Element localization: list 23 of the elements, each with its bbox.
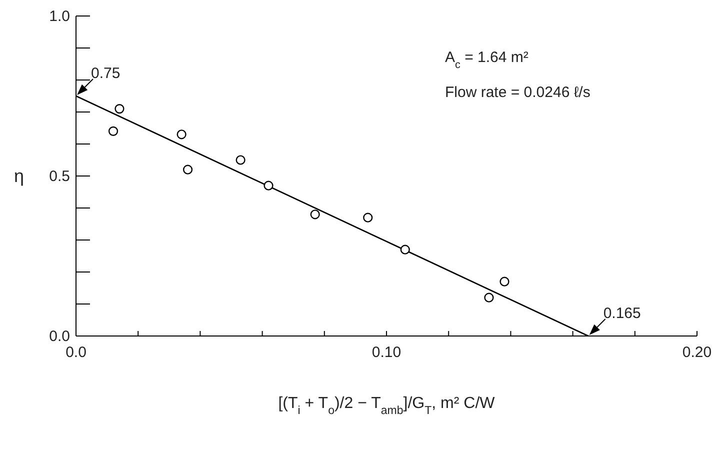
point bbox=[484, 292, 494, 302]
y-axis-title: η bbox=[14, 166, 24, 186]
annotation: Flow rate = 0.0246 ℓ/s bbox=[445, 84, 590, 101]
point bbox=[264, 180, 274, 190]
y-tick-label: 0.5 bbox=[49, 168, 70, 185]
annotation: 0.165 bbox=[603, 305, 641, 322]
y-tick-label: 1.0 bbox=[49, 8, 70, 25]
point bbox=[363, 212, 373, 222]
point bbox=[310, 210, 320, 220]
x-tick-label: 0.10 bbox=[372, 344, 402, 361]
y-tick-label: 0.0 bbox=[49, 328, 70, 345]
point bbox=[236, 155, 246, 165]
text: [(T$_{i}$ + T$_{o}$)/2 − T$_{amb}$]/G$_{T}$, m² C/W bbox=[278, 395, 495, 417]
annotation: A$_{c}$ = 1.64 m² bbox=[445, 49, 528, 71]
point bbox=[400, 244, 410, 254]
x-tick-label: 0.20 bbox=[682, 344, 712, 361]
point bbox=[176, 130, 186, 140]
point bbox=[182, 164, 193, 174]
x-tick-label: 0.0 bbox=[66, 344, 86, 361]
point bbox=[108, 126, 118, 136]
point bbox=[114, 104, 124, 114]
point bbox=[500, 276, 510, 286]
annotation: 0.75 bbox=[91, 65, 120, 82]
